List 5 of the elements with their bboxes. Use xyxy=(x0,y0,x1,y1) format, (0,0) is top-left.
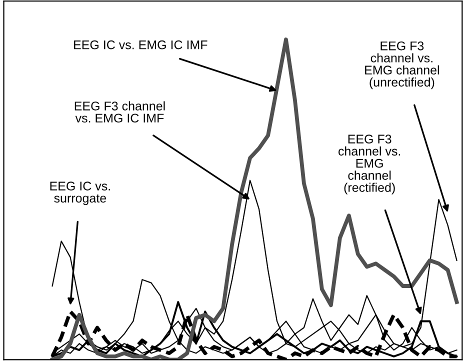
annotation: EEG F3 channel vs. EMG channel (unrectified) xyxy=(365,41,439,90)
annotation: EEG IC vs. EMG IC IMF xyxy=(74,40,208,50)
annotation: EEG F3 channel vs. EMG IC IMF xyxy=(74,101,165,123)
annotation: EEG IC vs. surrogate xyxy=(50,182,110,206)
annotation: EEG F3 channel vs. EMG channel (rectified) xyxy=(338,134,400,194)
